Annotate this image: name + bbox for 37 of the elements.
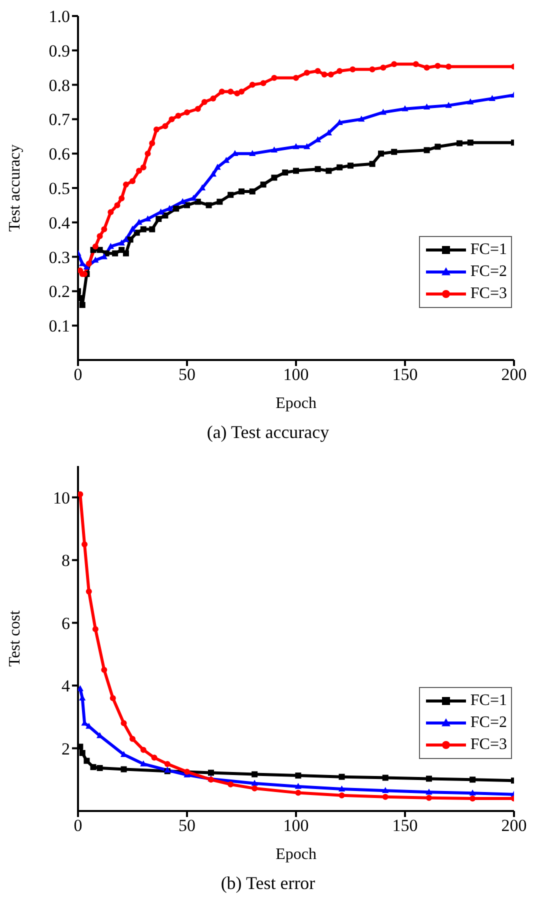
y-tick-label: 10 [53, 488, 70, 508]
legend-label: FC=1 [470, 241, 507, 259]
y-tick-label: 6 [62, 614, 70, 633]
x-tick-label: 100 [283, 365, 309, 384]
x-tick-label: 200 [501, 365, 527, 384]
x-tick-label: 0 [74, 816, 82, 836]
legend-label: FC=2 [470, 263, 507, 281]
x-tick-label: 50 [178, 816, 196, 836]
y-tick-label: 2 [62, 739, 70, 758]
y-tick-label: 0.8 [48, 76, 70, 95]
x-tick-label: 150 [392, 816, 418, 836]
x-tick-label: 100 [283, 816, 309, 836]
y-tick-label: 0.4 [48, 213, 70, 232]
x-tick-label: 150 [392, 365, 418, 384]
y-tick-label: 0.5 [48, 179, 70, 198]
y-tick-label: 0.1 [48, 316, 70, 336]
text: (a) Test accuracy [206, 422, 330, 443]
y-tick-label: 0.9 [48, 41, 70, 60]
x-tick-label: 0 [74, 365, 82, 384]
legend-label: FC=2 [470, 714, 507, 732]
legend-label: FC=1 [470, 692, 507, 710]
x-tick-label: 200 [501, 816, 527, 836]
text: (b) Test error [220, 873, 316, 894]
y-tick-label: 1.0 [48, 7, 70, 26]
y-tick-label: 0.2 [48, 282, 70, 302]
x-axis-title: Epoch [276, 846, 316, 863]
x-axis-title: Epoch [276, 395, 316, 412]
y-tick-label: 8 [62, 551, 70, 570]
x-tick-label: 50 [178, 365, 196, 384]
y-tick-label: 0.7 [48, 110, 70, 130]
y-tick-label: 0.3 [48, 248, 70, 267]
legend-label: FC=3 [470, 736, 507, 754]
y-axis-title: Test cost [6, 610, 24, 667]
y-axis-title: Test accuracy [6, 144, 24, 232]
y-tick-label: 0.6 [48, 144, 70, 164]
legend-label: FC=3 [470, 285, 507, 303]
y-tick-label: 4 [62, 676, 70, 696]
